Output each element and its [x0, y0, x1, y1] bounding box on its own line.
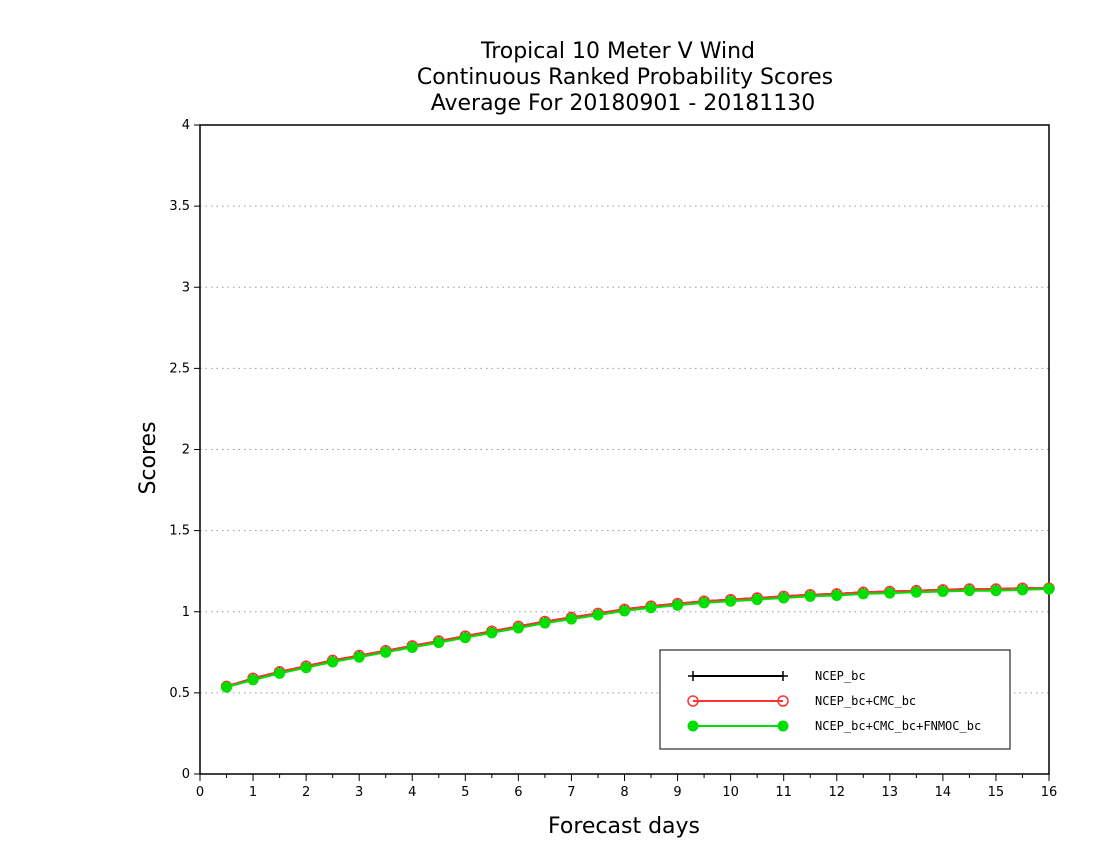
data-point	[327, 656, 339, 668]
data-point	[247, 674, 259, 686]
data-point	[804, 590, 816, 602]
legend-label: NCEP_bc+CMC_bc+FNMOC_bc	[815, 719, 981, 733]
x-tick-label: 3	[355, 785, 363, 800]
data-point	[1043, 583, 1055, 595]
data-point	[777, 695, 789, 707]
chart-title: Tropical 10 Meter V Wind Continuous Rank…	[417, 39, 833, 116]
y-tick-label: 3.5	[169, 199, 190, 214]
x-tick-label: 5	[461, 785, 469, 800]
y-axis: 0 0.5 1 1.5 2 2.5 3 3.5 4	[169, 118, 200, 782]
data-point	[221, 681, 233, 693]
x-axis-title: Forecast days	[548, 814, 700, 839]
gridlines	[200, 205, 1049, 694]
legend: NCEP_bc NCEP_bc+CMC_bc NCEP_bc+CMC_bc+FNMO…	[659, 649, 1011, 750]
data-point	[884, 587, 896, 599]
title-line-1: Tropical 10 Meter V Wind	[480, 39, 755, 64]
data-point	[777, 720, 789, 732]
data-point	[937, 585, 949, 597]
data-point	[778, 592, 790, 604]
legend-entry: NCEP_bc+CMC_bc	[687, 694, 916, 708]
data-point	[486, 627, 498, 639]
title-line-3: Average For 20180901 - 20181130	[431, 91, 816, 116]
y-tick-label: 3	[182, 280, 190, 295]
data-point	[645, 602, 657, 614]
data-point	[725, 595, 737, 607]
legend-box	[659, 649, 1011, 750]
data-point	[380, 646, 392, 658]
data-point	[751, 594, 763, 606]
data-point	[512, 622, 524, 634]
y-axis-title: Scores	[136, 421, 161, 494]
data-point	[672, 599, 684, 611]
x-tick-label: 7	[567, 785, 575, 800]
data-point	[619, 605, 630, 617]
data-point	[353, 651, 365, 663]
legend-label: NCEP_bc	[815, 669, 866, 683]
data-point	[857, 588, 869, 600]
y-tick-label: 1	[182, 605, 190, 620]
data-point	[274, 667, 286, 679]
data-point	[778, 671, 788, 681]
series-layer	[220, 582, 1055, 693]
x-axis: 0 1 2 3 4 5 6 7 8 9 10 11 12 13 14 15 16	[196, 774, 1057, 800]
x-tick-label: 13	[882, 785, 899, 800]
y-tick-label: 4	[182, 118, 190, 133]
data-point	[687, 695, 699, 707]
x-tick-label: 12	[828, 785, 845, 800]
data-point	[592, 609, 604, 621]
data-point	[990, 585, 1002, 597]
title-line-2: Continuous Ranked Probability Scores	[417, 65, 833, 90]
x-tick-label: 15	[988, 785, 1005, 800]
x-tick-label: 9	[673, 785, 681, 800]
legend-entry: NCEP_bc	[688, 669, 866, 683]
x-tick-label: 6	[514, 785, 522, 800]
y-tick-label: 2	[182, 443, 190, 458]
data-point	[687, 720, 699, 732]
data-point	[539, 617, 551, 629]
x-tick-label: 2	[302, 785, 310, 800]
data-point	[698, 597, 710, 609]
legend-label: NCEP_bc+CMC_bc	[815, 694, 916, 708]
data-point	[963, 585, 975, 597]
x-tick-label: 16	[1041, 785, 1058, 800]
data-point	[831, 590, 843, 602]
data-point	[688, 671, 698, 681]
data-point	[433, 637, 445, 649]
legend-entry: NCEP_bc+CMC_bc+FNMOC_bc	[687, 719, 981, 733]
y-tick-label: 2.5	[169, 361, 190, 376]
y-tick-label: 1.5	[169, 524, 190, 539]
data-point	[565, 613, 577, 625]
x-tick-label: 0	[196, 785, 204, 800]
x-tick-label: 8	[620, 785, 628, 800]
data-point	[1016, 584, 1028, 596]
data-point	[910, 586, 922, 598]
data-point	[300, 662, 312, 674]
y-tick-label: 0	[182, 767, 190, 782]
series-2	[221, 583, 1055, 693]
data-point	[459, 632, 471, 644]
x-tick-label: 4	[408, 785, 416, 800]
x-tick-label: 11	[775, 785, 792, 800]
y-tick-label: 0.5	[169, 686, 190, 701]
x-tick-label: 10	[722, 785, 739, 800]
data-point	[406, 641, 418, 653]
x-tick-label: 1	[249, 785, 257, 800]
x-tick-label: 14	[935, 785, 952, 800]
